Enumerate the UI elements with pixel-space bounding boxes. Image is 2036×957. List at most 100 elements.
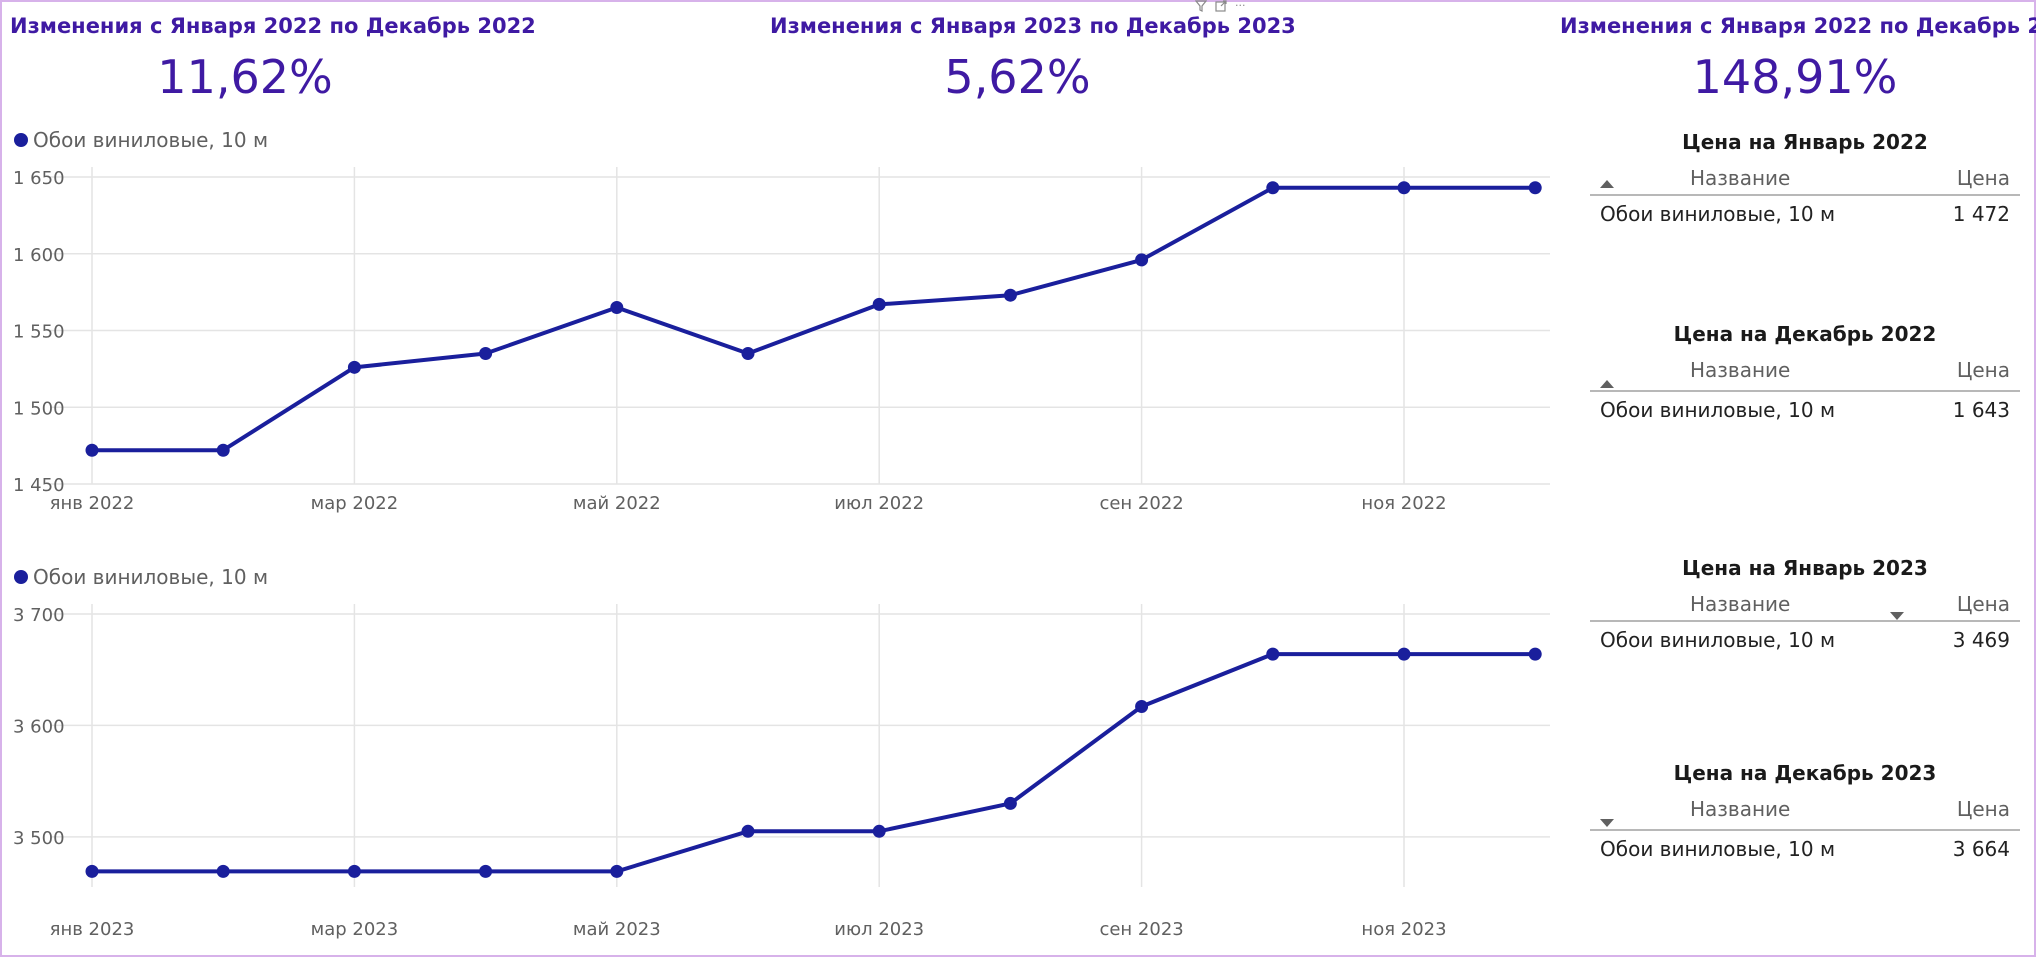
price-table-jan-2022: Цена на Январь 2022 Название Цена Обои в… xyxy=(1590,130,2020,232)
table-header: Название Цена xyxy=(1590,785,2020,831)
price-table-dec-2023: Цена на Декабрь 2023 Название Цена Обои … xyxy=(1590,761,2020,867)
column-header-name[interactable]: Название xyxy=(1690,797,1791,821)
column-header-price[interactable]: Цена xyxy=(1956,592,2010,616)
data-point[interactable] xyxy=(1528,647,1542,661)
kpi-title: Изменения с Января 2022 по Декабрь 2022 xyxy=(10,14,536,38)
cell-price: 1 472 xyxy=(1952,202,2010,226)
data-point[interactable] xyxy=(1397,181,1411,195)
data-point[interactable] xyxy=(1397,647,1411,661)
table-header: Название Цена xyxy=(1590,154,2020,196)
data-point[interactable] xyxy=(479,347,493,361)
table-title: Цена на Декабрь 2023 xyxy=(1673,761,1937,785)
x-tick-label: ноя 2023 xyxy=(1361,919,1446,940)
cell-product-name: Обои виниловые, 10 м xyxy=(1600,628,1836,652)
kpi-card-2023: Изменения с Января 2023 по Декабрь 2023 … xyxy=(770,14,1296,104)
table-row[interactable]: Обои виниловые, 10 м 1 472 xyxy=(1590,196,2020,232)
data-point[interactable] xyxy=(85,864,99,878)
x-tick-label: июл 2023 xyxy=(834,919,924,940)
sort-descending-icon[interactable] xyxy=(1600,819,1614,827)
data-point[interactable] xyxy=(872,297,886,311)
legend-label: Обои виниловые, 10 м xyxy=(33,565,268,589)
table-row[interactable]: Обои виниловые, 10 м 3 469 xyxy=(1590,622,2020,658)
y-tick-label: 1 550 xyxy=(13,322,65,343)
table-header: Название Цена xyxy=(1590,580,2020,622)
x-tick-label: янв 2022 xyxy=(50,493,135,514)
table-title: Цена на Декабрь 2022 xyxy=(1673,322,1937,346)
cell-price: 3 469 xyxy=(1952,628,2010,652)
data-point[interactable] xyxy=(610,864,624,878)
cell-price: 3 664 xyxy=(1952,837,2010,861)
x-tick-label: янв 2023 xyxy=(50,919,135,940)
table-row[interactable]: Обои виниловые, 10 м 1 643 xyxy=(1590,392,2020,428)
legend-label: Обои виниловые, 10 м xyxy=(33,128,268,152)
kpi-title: Изменения с Января 2022 по Декабрь 2023 xyxy=(1560,14,2036,38)
table-title: Цена на Январь 2023 xyxy=(1682,556,1928,580)
kpi-value: 148,91% xyxy=(1692,50,1898,104)
column-header-price[interactable]: Цена xyxy=(1956,797,2010,821)
y-tick-label: 3 500 xyxy=(13,828,65,849)
data-point[interactable] xyxy=(610,300,624,314)
series-line[interactable] xyxy=(92,652,1536,874)
column-header-name[interactable]: Название xyxy=(1690,166,1791,190)
x-tick-label: июл 2022 xyxy=(834,493,924,514)
data-point[interactable] xyxy=(1266,181,1280,195)
table-header: Название Цена xyxy=(1590,346,2020,392)
kpi-card-2022: Изменения с Января 2022 по Декабрь 2022 … xyxy=(10,14,536,104)
y-tick-label: 1 600 xyxy=(13,245,65,266)
sort-ascending-icon[interactable] xyxy=(1600,180,1614,189)
data-point[interactable] xyxy=(1003,796,1017,810)
column-header-name[interactable]: Название xyxy=(1690,592,1791,616)
column-header-name[interactable]: Название xyxy=(1690,358,1791,382)
sort-descending-icon[interactable] xyxy=(1890,612,1904,620)
column-header-price[interactable]: Цена xyxy=(1956,358,2010,382)
sort-ascending-icon[interactable] xyxy=(1600,380,1614,388)
column-header-price[interactable]: Цена xyxy=(1956,166,2010,190)
data-point[interactable] xyxy=(1135,253,1149,267)
data-point[interactable] xyxy=(85,443,99,457)
data-point[interactable] xyxy=(1528,181,1542,195)
focus-mode-icon[interactable] xyxy=(1215,0,1227,12)
x-tick-label: мар 2022 xyxy=(311,493,399,514)
kpi-value: 11,62% xyxy=(157,50,333,104)
y-tick-label: 3 700 xyxy=(13,605,65,626)
data-point[interactable] xyxy=(347,864,361,878)
price-line-chart-2023[interactable]: Обои виниловые, 10 м 3 500 3 600 3 700 янв 2… xyxy=(0,558,1560,948)
cell-product-name: Обои виниловые, 10 м xyxy=(1600,398,1836,422)
kpi-value: 5,62% xyxy=(944,50,1091,104)
data-point[interactable] xyxy=(479,864,493,878)
data-point[interactable] xyxy=(872,824,886,838)
visual-header: ··· xyxy=(1194,0,1246,12)
legend-marker xyxy=(14,133,28,147)
data-point[interactable] xyxy=(1003,288,1017,302)
data-point[interactable] xyxy=(741,347,755,361)
more-options-icon[interactable]: ··· xyxy=(1235,0,1246,12)
y-tick-label: 3 600 xyxy=(13,716,65,737)
data-point[interactable] xyxy=(1135,699,1149,713)
kpi-title: Изменения с Января 2023 по Декабрь 2023 xyxy=(770,14,1296,38)
kpi-card-2022-2023: Изменения с Января 2022 по Декабрь 2023 … xyxy=(1560,14,2036,104)
data-point[interactable] xyxy=(347,360,361,374)
y-tick-label: 1 500 xyxy=(13,398,65,419)
series-line[interactable] xyxy=(92,185,1536,453)
cell-product-name: Обои виниловые, 10 м xyxy=(1600,202,1836,226)
data-point[interactable] xyxy=(216,864,230,878)
table-row[interactable]: Обои виниловые, 10 м 3 664 xyxy=(1590,831,2020,867)
data-point[interactable] xyxy=(741,824,755,838)
data-point[interactable] xyxy=(1266,647,1280,661)
x-tick-label: сен 2023 xyxy=(1099,919,1183,940)
table-title: Цена на Январь 2022 xyxy=(1682,130,1928,154)
price-line-chart-2022[interactable]: Обои виниловые, 10 м 1 450 1 500 1 550 1 600… xyxy=(0,122,1560,522)
cell-product-name: Обои виниловые, 10 м xyxy=(1600,837,1836,861)
x-tick-label: ноя 2022 xyxy=(1361,493,1446,514)
y-tick-label: 1 650 xyxy=(13,168,65,189)
filter-icon[interactable] xyxy=(1194,0,1208,12)
price-table-jan-2023: Цена на Январь 2023 Название Цена Обои в… xyxy=(1590,556,2020,658)
x-tick-label: мар 2023 xyxy=(311,919,399,940)
cell-price: 1 643 xyxy=(1952,398,2010,422)
x-tick-label: май 2023 xyxy=(573,919,661,940)
x-tick-label: сен 2022 xyxy=(1099,493,1183,514)
data-point[interactable] xyxy=(216,443,230,457)
legend-marker xyxy=(14,570,28,584)
y-tick-label: 1 450 xyxy=(13,475,65,496)
